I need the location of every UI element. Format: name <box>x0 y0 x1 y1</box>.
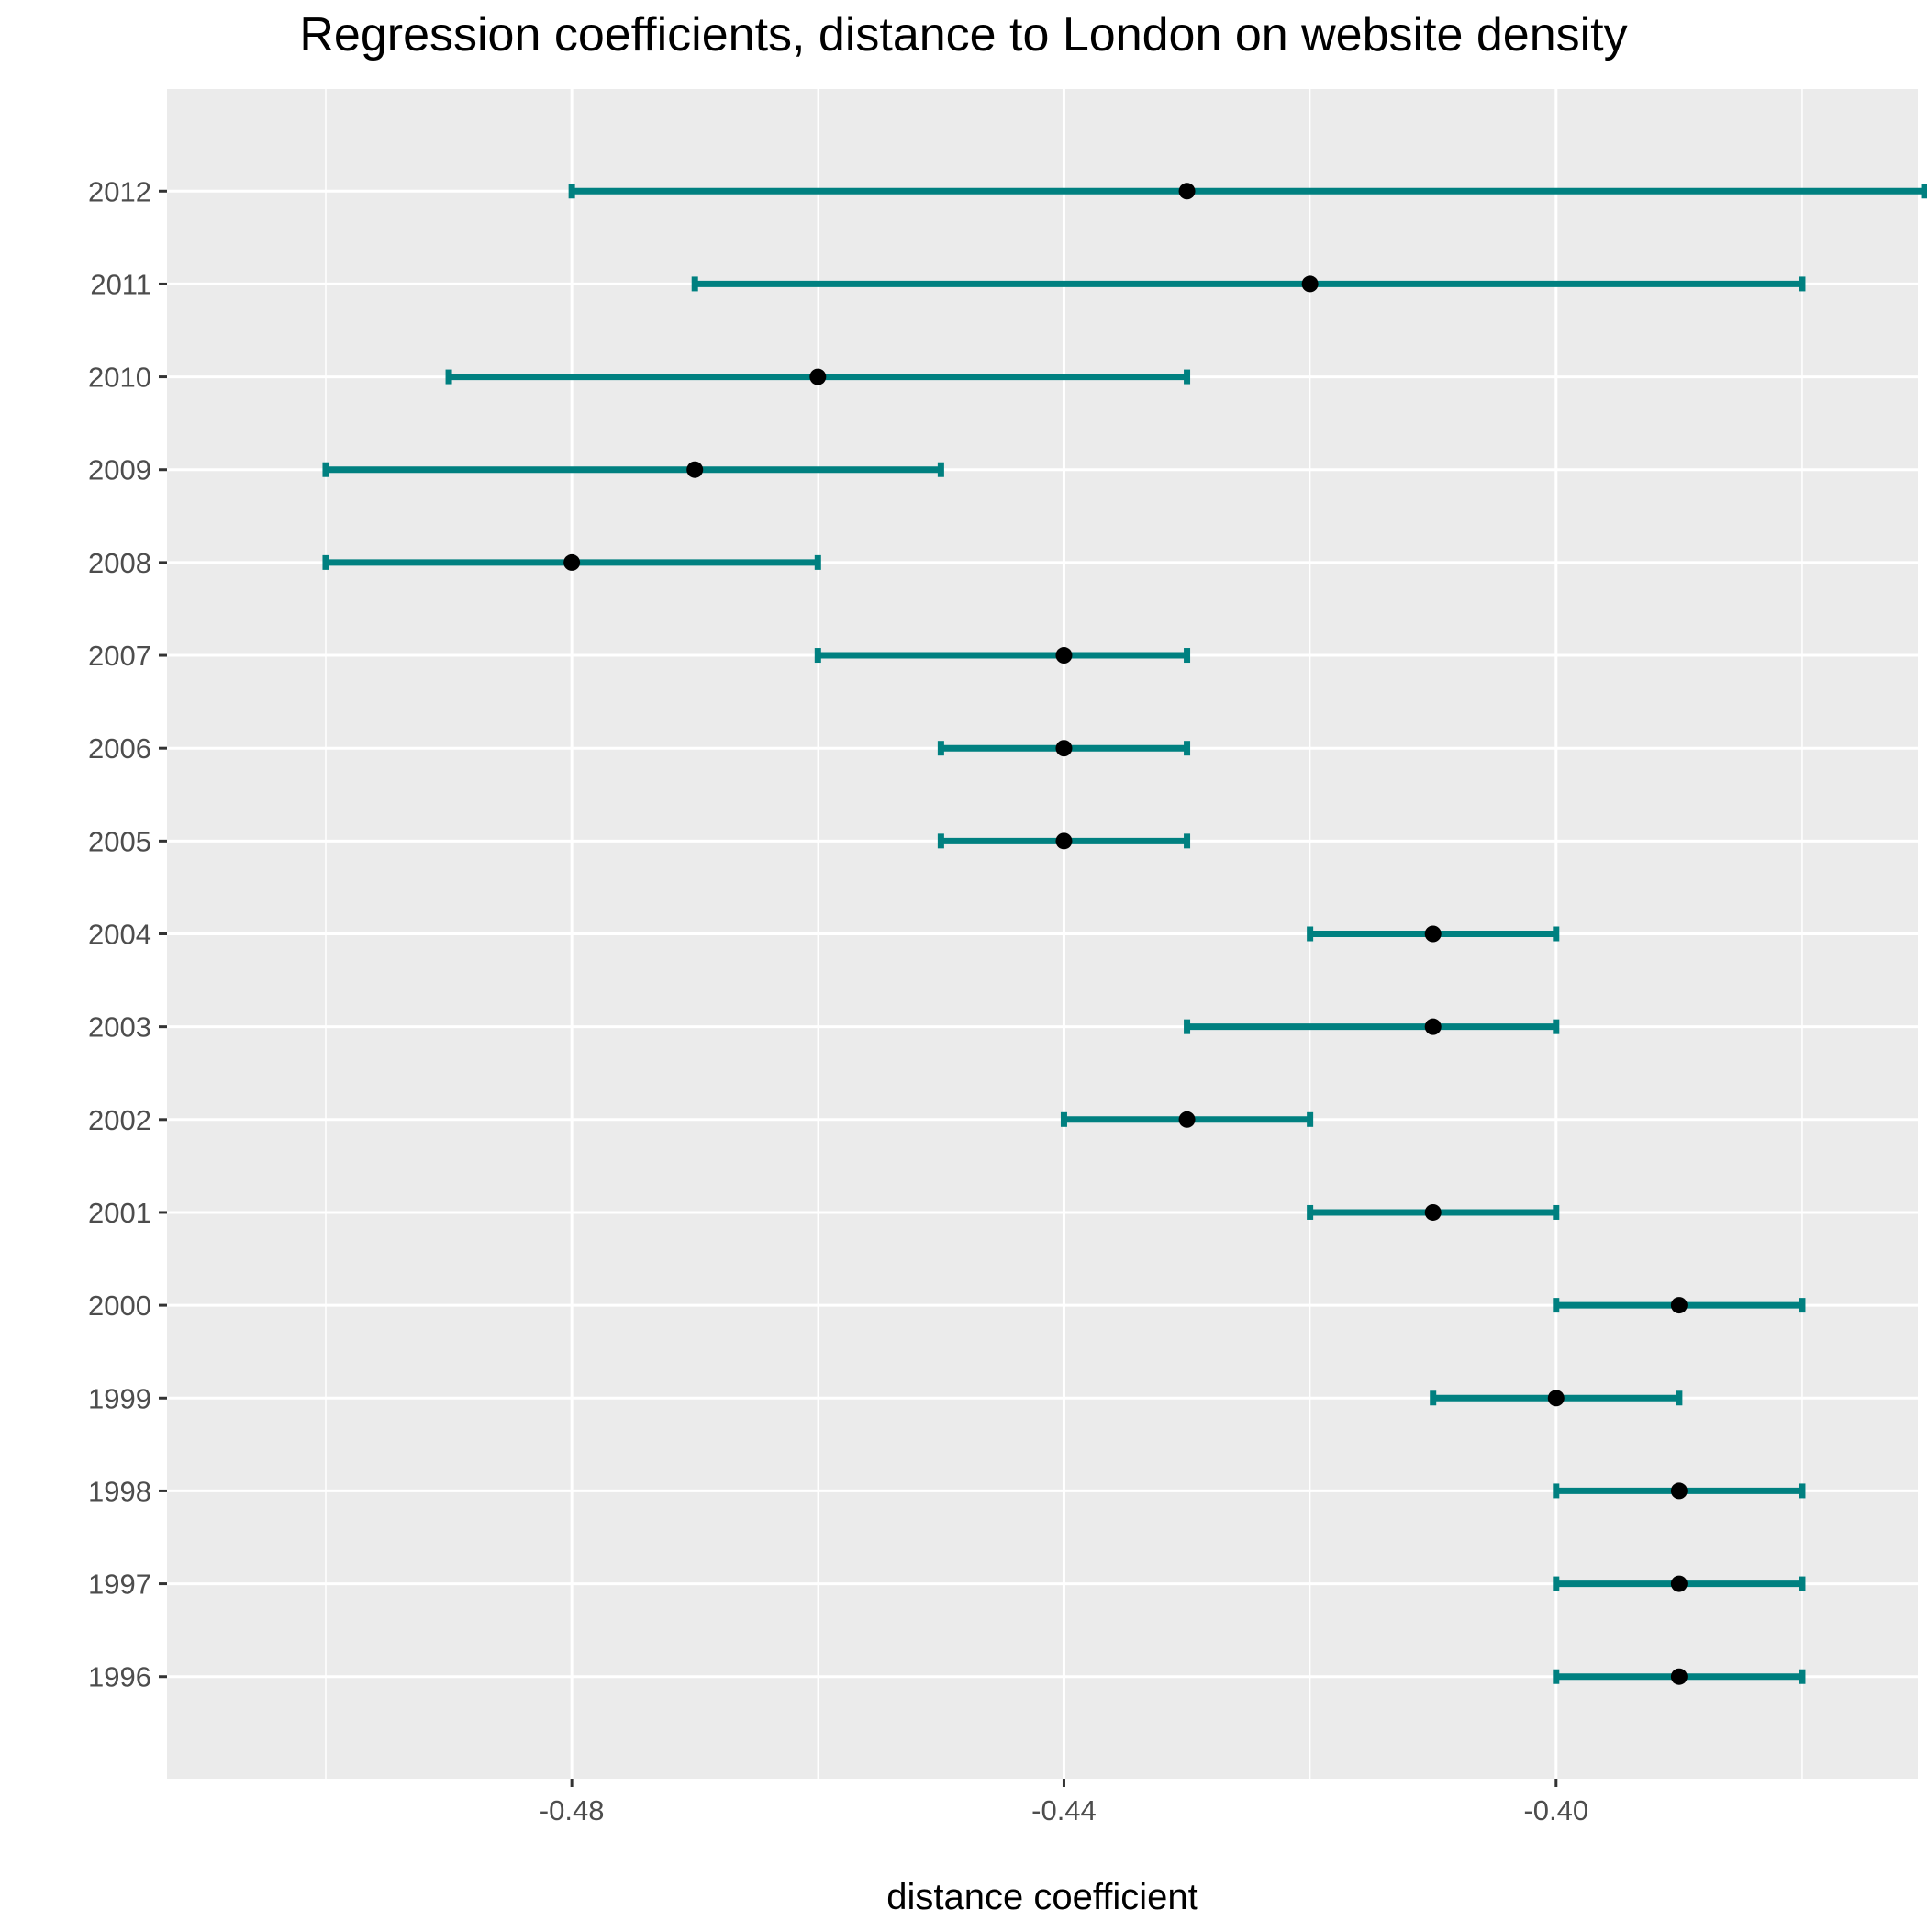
y-tick-label: 2000 <box>88 1290 151 1322</box>
x-axis: -0.48 -0.44 -0.40 <box>540 1779 1588 1826</box>
point-2004 <box>1424 925 1442 943</box>
y-tick-label: 1998 <box>88 1475 151 1507</box>
point-2009 <box>686 461 704 478</box>
point-2007 <box>1055 647 1073 664</box>
y-tick-label: 2002 <box>88 1104 151 1136</box>
y-tick-label: 2003 <box>88 1011 151 1044</box>
y-tick-label: 2007 <box>88 640 151 672</box>
point-2011 <box>1301 275 1319 293</box>
point-1996 <box>1670 1668 1688 1685</box>
y-tick-label: 2012 <box>88 175 151 207</box>
y-tick-label: 2011 <box>90 268 151 300</box>
point-2001 <box>1424 1203 1442 1221</box>
x-tick-label: -0.48 <box>540 1794 605 1826</box>
point-1997 <box>1670 1575 1688 1592</box>
points <box>563 183 1688 1685</box>
point-1999 <box>1547 1390 1565 1407</box>
x-tick-label: -0.40 <box>1523 1794 1588 1826</box>
chart-title: Regression coefficients, distance to Lon… <box>299 8 1628 61</box>
y-tick-label: 2005 <box>88 825 151 857</box>
point-2002 <box>1178 1111 1196 1128</box>
point-2012 <box>1178 183 1196 200</box>
y-tick-label: 1999 <box>88 1382 151 1414</box>
y-tick-label: 1996 <box>88 1661 151 1693</box>
y-tick-label: 2006 <box>88 732 151 765</box>
y-axis: 1996 1997 1998 1999 2000 2001 2002 2003 2004 2005… <box>88 175 167 1693</box>
y-tick-label: 2004 <box>88 919 151 951</box>
point-2000 <box>1670 1297 1688 1314</box>
y-tick-label: 2008 <box>88 547 151 579</box>
point-2010 <box>809 368 827 385</box>
x-tick-label: -0.44 <box>1031 1794 1097 1826</box>
y-tick-label: 1997 <box>88 1569 151 1601</box>
point-2005 <box>1055 832 1073 850</box>
y-tick-label: 2010 <box>88 362 151 394</box>
point-2008 <box>563 553 581 571</box>
point-1998 <box>1670 1482 1688 1500</box>
point-2003 <box>1424 1018 1442 1035</box>
y-tick-label: 2009 <box>88 454 151 486</box>
y-tick-label: 2001 <box>88 1197 151 1229</box>
point-2006 <box>1055 740 1073 757</box>
x-axis-label: distance coefficient <box>886 1877 1197 1917</box>
